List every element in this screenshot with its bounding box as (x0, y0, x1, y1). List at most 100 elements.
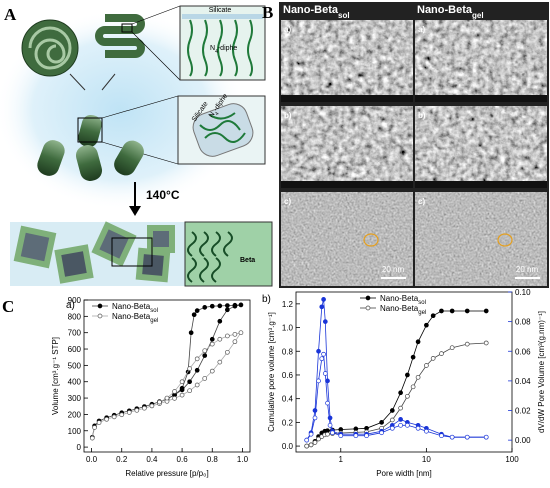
cylinder (75, 145, 103, 181)
point (308, 431, 314, 437)
point (217, 359, 223, 365)
panel-label: C (2, 297, 14, 316)
point (316, 348, 321, 354)
info-bar (281, 95, 413, 102)
point (449, 308, 455, 314)
point (111, 414, 117, 420)
point (217, 336, 223, 342)
micrograph (415, 106, 547, 188)
column-header: sol (338, 11, 350, 20)
column-header: gel (472, 11, 484, 20)
point (449, 345, 455, 351)
plot-frame (83, 299, 251, 453)
point (398, 405, 403, 411)
panel-c: C 0.0 0.2 0.4 0.6 0.8 1.0 0 100 200 300 400 500 600 7… (2, 288, 546, 478)
point (439, 351, 444, 356)
point (134, 407, 140, 413)
point (194, 356, 200, 362)
column-header: Nano-Betagel (417, 4, 484, 20)
micrograph (281, 20, 413, 102)
point (232, 339, 238, 345)
point (96, 420, 102, 425)
point (353, 433, 359, 439)
point (179, 392, 185, 398)
point (164, 395, 170, 401)
y2-tick-label: 0.02 (515, 407, 531, 416)
y-tick-label: 0.4 (282, 395, 294, 404)
point (209, 341, 215, 347)
zoom-line (131, 5, 181, 25)
y2-tick-label: 0.04 (515, 377, 531, 386)
particle (192, 103, 254, 157)
row-label: b) (284, 111, 292, 120)
point (424, 428, 429, 434)
point (464, 308, 470, 314)
crystals (13, 221, 175, 284)
point (188, 330, 194, 336)
point (202, 353, 208, 358)
point (410, 384, 416, 390)
point (92, 425, 97, 430)
point (194, 382, 200, 388)
point (304, 437, 310, 443)
legend-label: Nano-Betagel (112, 312, 158, 324)
legend-marker (97, 313, 103, 319)
point (389, 417, 395, 423)
sda-chains (187, 19, 253, 77)
x-tick-label: 0.6 (177, 455, 189, 464)
point (179, 385, 185, 391)
column-header: Nano-Beta (417, 4, 473, 16)
point (319, 304, 325, 310)
point (142, 405, 147, 411)
y-tick-label: 400 (68, 378, 82, 387)
y-tick-label: 0.0 (282, 442, 294, 451)
micrograph (415, 192, 547, 286)
point (312, 440, 318, 445)
column-header: Nano-Betasol (283, 4, 350, 20)
point (449, 434, 455, 440)
point (202, 305, 208, 310)
series-line (306, 310, 487, 447)
x-tick-label: 0.2 (116, 455, 128, 464)
legend-label: Nano-Beta (380, 294, 419, 303)
point (225, 307, 230, 313)
point (483, 434, 489, 440)
label: -diphe (218, 45, 238, 52)
y-tick-label: 1.0 (282, 324, 294, 333)
point (398, 422, 403, 428)
zoom-box (121, 23, 133, 33)
panel-label: A (4, 5, 17, 24)
point (430, 356, 436, 361)
legend-marker (365, 295, 371, 301)
legend-marker (365, 305, 371, 311)
point (104, 416, 109, 422)
label: N4-diphe (210, 45, 237, 55)
point (424, 322, 429, 328)
column-header: Nano-Beta (283, 4, 339, 16)
point (126, 410, 132, 415)
sda-chains (199, 112, 246, 143)
point (338, 433, 344, 439)
point (232, 302, 238, 308)
point (410, 354, 416, 360)
legend-label: Nano-Betagel (380, 304, 426, 316)
point (172, 396, 177, 401)
point (415, 339, 421, 345)
point (217, 303, 223, 309)
y-tick-label: 500 (68, 361, 82, 370)
point (405, 372, 410, 378)
spiral-line (28, 26, 72, 70)
panel-label: a) (66, 300, 75, 311)
legend-label: gel (150, 318, 158, 324)
panel-a: Silicate N4-diphe Silicate N4-diphe 140°… (0, 5, 273, 287)
point (225, 333, 230, 339)
folded-sheet (95, 14, 145, 58)
point (322, 319, 328, 324)
point (202, 376, 208, 381)
row-label: a) (284, 25, 291, 34)
zoom-line (131, 31, 181, 81)
point (405, 422, 410, 428)
point (187, 379, 192, 385)
point (389, 425, 395, 431)
